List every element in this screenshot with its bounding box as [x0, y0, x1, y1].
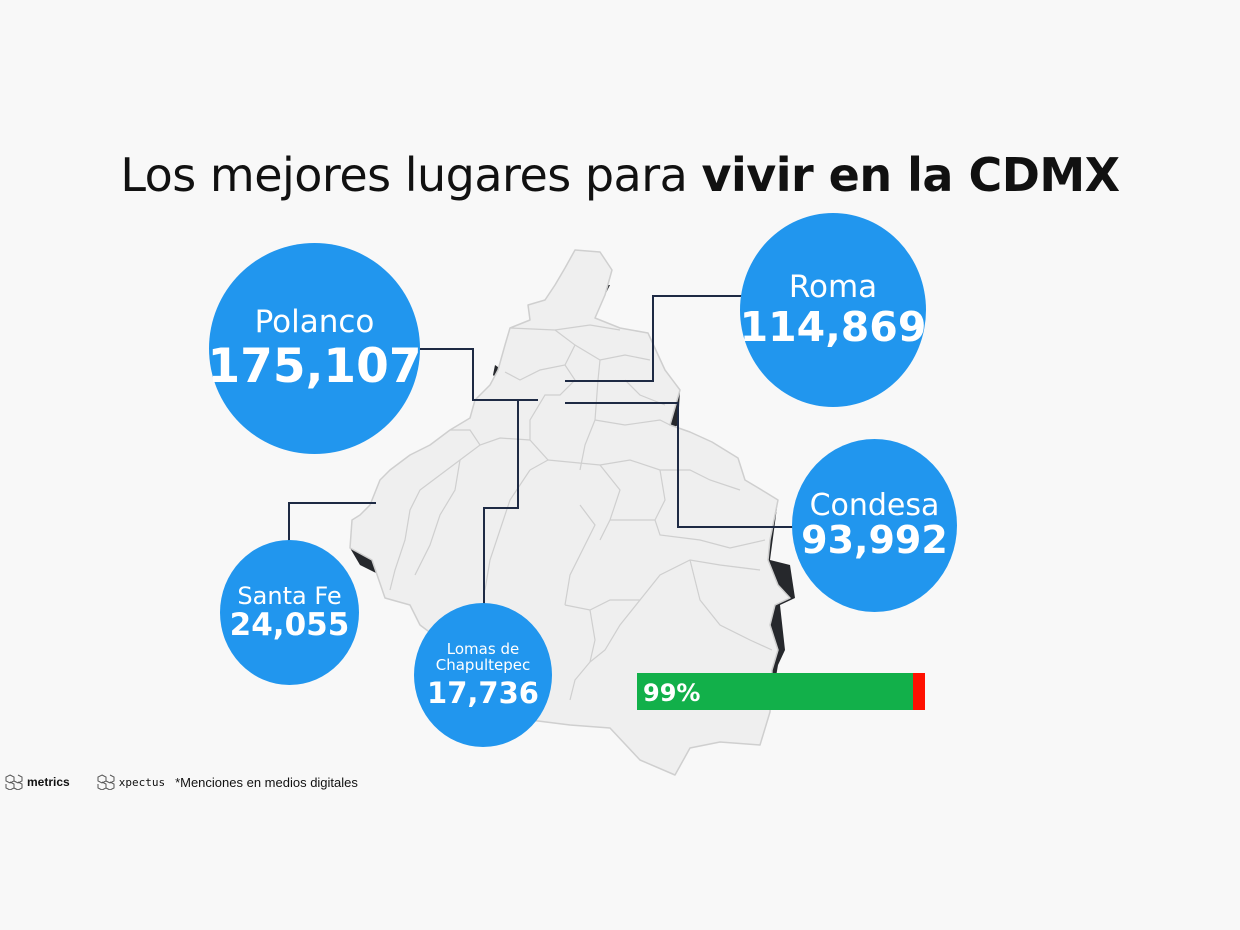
connector-condesa: [565, 402, 798, 528]
connector-santa-fe: [288, 502, 376, 541]
mention-count: 175,107: [207, 339, 422, 395]
page-title: Los mejores lugares para vivir en la CDM…: [0, 148, 1240, 202]
map-boroughs: [389, 324, 773, 701]
title-regular: Los mejores lugares para: [120, 148, 702, 202]
metrics-logo-text: metrics: [27, 775, 70, 789]
bubble-santa-fe: Santa Fe 24,055: [220, 540, 359, 685]
metrics-logo: metrics: [4, 774, 70, 790]
bubble-roma: Roma 114,869: [740, 213, 926, 407]
xpectus-logo: xpectus: [96, 774, 165, 790]
bubble-polanco: Polanco 175,107: [207, 243, 422, 454]
xpectus-logo-text: xpectus: [118, 775, 166, 789]
sentiment-bar-positive: [637, 673, 914, 710]
title-bold: vivir en la CDMX: [701, 148, 1120, 202]
connector-lomas: [483, 400, 519, 605]
bubble-condesa: Condesa 93,992: [792, 439, 957, 612]
connector-polanco: [405, 348, 538, 401]
mention-count: 24,055: [229, 606, 350, 643]
footer: metrics xpectus *Menciones en medios dig…: [4, 774, 358, 790]
bubble-lomas-de-chapultepec: Lomas de Chapultepec 17,736: [414, 603, 552, 747]
neighborhood-name: Condesa: [809, 487, 940, 523]
mention-count: 93,992: [801, 518, 948, 563]
cubes-icon: [5, 774, 23, 790]
map-connectors: [288, 295, 798, 605]
neighborhood-name: Santa Fe: [237, 581, 342, 610]
neighborhood-name: Lomas de Chapultepec: [435, 640, 531, 674]
footnote: *Menciones en medios digitales: [175, 774, 358, 790]
sentiment-label: 99%: [643, 679, 701, 707]
cubes-icon: [97, 774, 115, 790]
sentiment-bar: [637, 673, 925, 710]
neighborhood-name: Polanco: [254, 303, 375, 340]
connector-roma: [565, 295, 742, 382]
mention-count: 17,736: [427, 675, 539, 710]
mention-count: 114,869: [739, 302, 927, 351]
neighborhood-name: Roma: [788, 269, 878, 306]
